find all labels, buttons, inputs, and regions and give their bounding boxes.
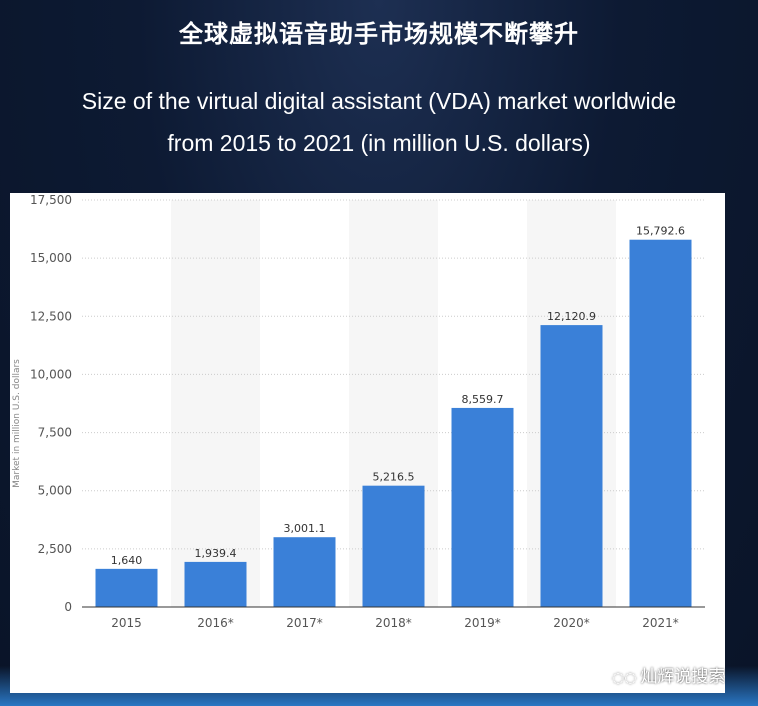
x-tick-label: 2020*	[553, 616, 590, 630]
data-label: 8,559.7	[462, 393, 504, 406]
wechat-icon: ◌◌	[612, 670, 637, 686]
y-tick-label: 10,000	[30, 367, 72, 381]
x-tick-label: 2019*	[464, 616, 501, 630]
data-label: 1,640	[111, 554, 143, 567]
x-tick-label: 2016*	[197, 616, 234, 630]
x-tick-label: 2017*	[286, 616, 323, 630]
column-band	[171, 200, 260, 607]
bar	[362, 485, 425, 607]
bar-chart: 0 2,500 5,000 7,500 10,000 12,500 15,000 17,500…	[12, 193, 705, 630]
data-label: 1,939.4	[195, 547, 237, 560]
y-tick-label: 5,000	[38, 484, 72, 498]
y-tick-label: 7,500	[38, 426, 72, 440]
chinese-title: 全球虚拟语音助手市场规模不断攀升	[179, 20, 579, 48]
y-axis-label: Market in million U.S. dollars	[12, 359, 22, 488]
data-label: 12,120.9	[547, 310, 596, 323]
bar	[95, 568, 158, 607]
english-title: Size of the virtual digital assistant (V…	[0, 80, 758, 164]
bar	[540, 325, 603, 607]
y-tick-label: 2,500	[38, 542, 72, 556]
y-tick-label: 0	[64, 600, 72, 614]
chart-panel: 0 2,500 5,000 7,500 10,000 12,500 15,000 17,500…	[10, 193, 725, 693]
bar	[273, 537, 336, 607]
y-tick-label: 17,500	[30, 193, 72, 207]
english-title-text: Size of the virtual digital assistant (V…	[81, 88, 677, 156]
y-tick-label: 15,000	[30, 251, 72, 265]
data-label: 15,792.6	[636, 225, 685, 238]
data-label: 5,216.5	[373, 471, 415, 484]
data-label: 3,001.1	[284, 522, 326, 535]
x-tick-label: 2021*	[642, 616, 679, 630]
bar	[629, 239, 692, 608]
bar	[451, 407, 514, 607]
x-tick-label: 2015	[111, 616, 142, 630]
watermark-text: 灿辉说搜索	[640, 667, 726, 687]
y-tick-label: 12,500	[30, 309, 72, 323]
watermark: ◌◌ 灿辉说搜索	[612, 662, 725, 687]
x-tick-label: 2018*	[375, 616, 412, 630]
bar	[184, 561, 247, 607]
